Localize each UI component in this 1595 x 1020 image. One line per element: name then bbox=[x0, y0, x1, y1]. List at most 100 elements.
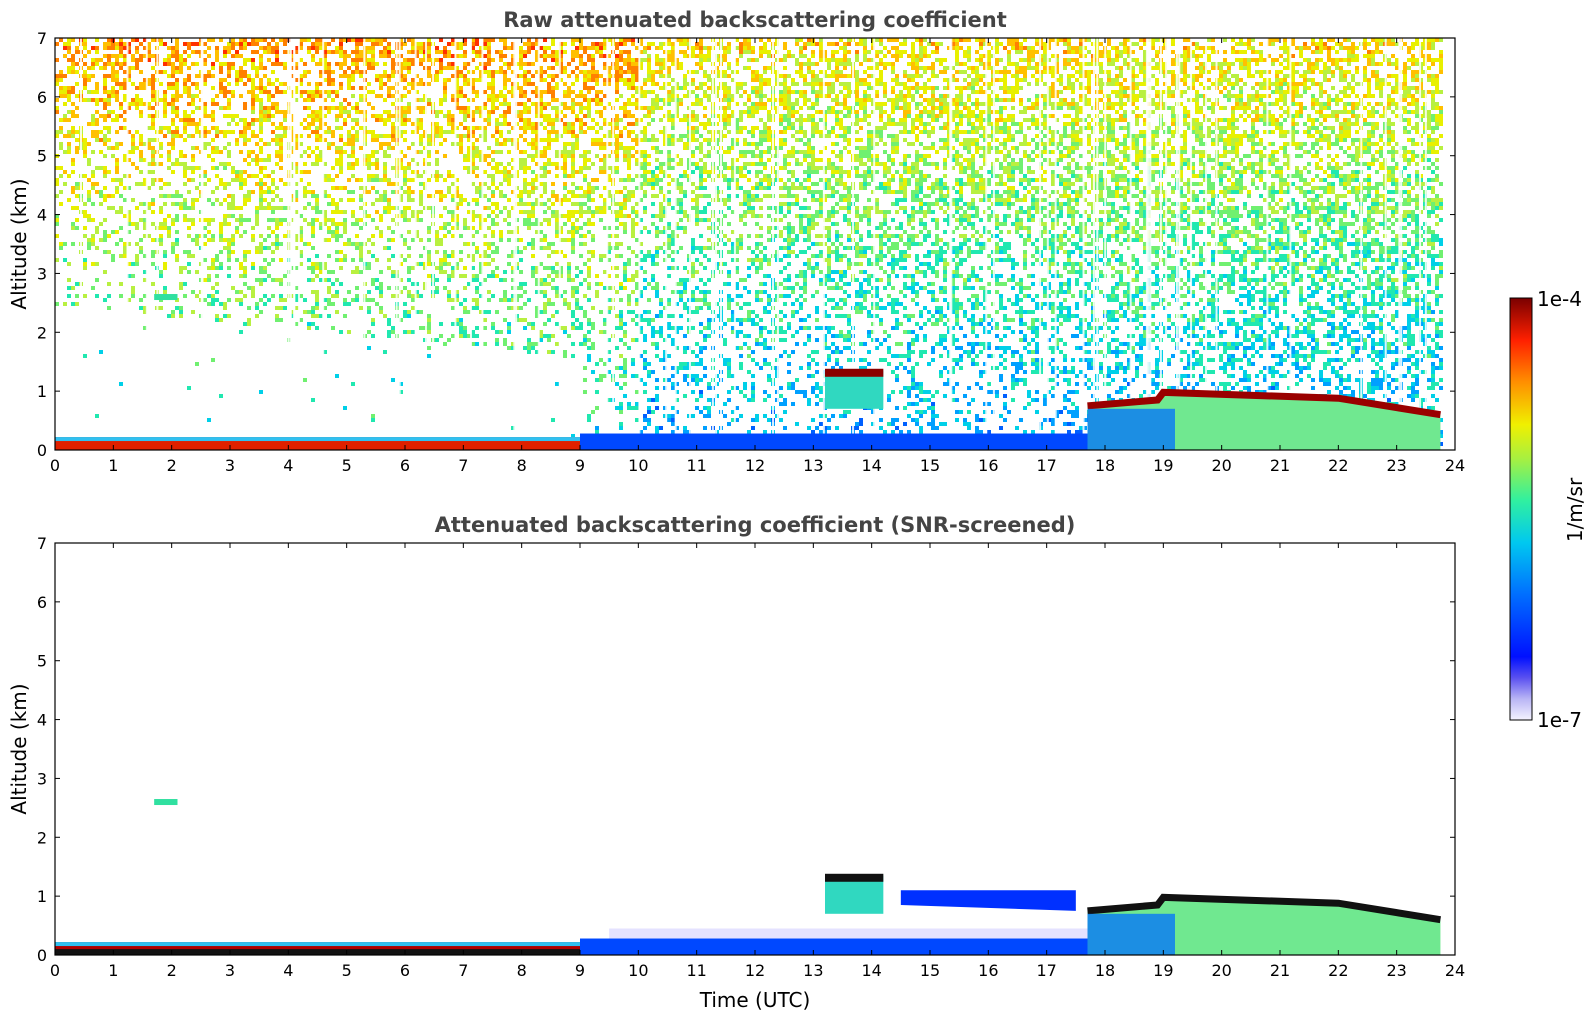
noise-pixel bbox=[367, 290, 371, 294]
noise-pixel bbox=[247, 318, 251, 322]
noise-pixel bbox=[207, 278, 211, 282]
noise-pixel bbox=[335, 210, 339, 214]
noise-pixel bbox=[535, 282, 539, 286]
noise-pixel bbox=[495, 202, 499, 206]
noise-pixel bbox=[383, 142, 387, 146]
noise-pixel bbox=[459, 326, 463, 330]
noise-pixel bbox=[543, 166, 547, 170]
noise-pixel bbox=[535, 142, 539, 146]
noise-pixel bbox=[471, 258, 475, 262]
noise-pixel bbox=[475, 342, 479, 346]
noise-pixel bbox=[59, 190, 63, 194]
noise-pixel bbox=[319, 42, 323, 46]
noise-pixel bbox=[55, 98, 59, 102]
noise-pixel bbox=[143, 178, 147, 182]
noise-pixel bbox=[175, 54, 179, 58]
noise-pixel bbox=[435, 158, 439, 162]
noise-pixel bbox=[691, 390, 695, 394]
noise-pixel bbox=[443, 86, 447, 90]
noise-pixel bbox=[83, 142, 87, 146]
noise-pixel bbox=[699, 46, 703, 50]
noise-pixel bbox=[507, 262, 511, 266]
noise-pixel bbox=[143, 38, 147, 42]
noise-pixel bbox=[543, 294, 547, 298]
noise-pixel bbox=[535, 102, 539, 106]
noise-pixel bbox=[175, 202, 179, 206]
noise-pixel bbox=[75, 146, 79, 150]
noise-pixel bbox=[651, 258, 655, 262]
noise-pixel bbox=[83, 202, 87, 206]
noise-pixel bbox=[659, 86, 663, 90]
noise-pixel bbox=[679, 158, 683, 162]
noise-pixel bbox=[415, 106, 419, 110]
noise-pixel bbox=[595, 46, 599, 50]
noise-pixel bbox=[667, 274, 671, 278]
noise-pixel bbox=[675, 210, 679, 214]
noise-pixel bbox=[191, 118, 195, 122]
noise-pixel bbox=[151, 198, 155, 202]
noise-pixel bbox=[75, 302, 79, 306]
noise-pixel bbox=[607, 338, 611, 342]
noise-pixel bbox=[603, 158, 607, 162]
noise-pixel bbox=[211, 218, 215, 222]
noise-pixel bbox=[323, 50, 327, 54]
noise-pixel bbox=[699, 86, 703, 90]
noise-pixel bbox=[527, 154, 531, 158]
noise-pixel bbox=[355, 42, 359, 46]
noise-pixel bbox=[575, 226, 579, 230]
noise-pixel bbox=[131, 146, 135, 150]
noise-pixel bbox=[623, 342, 627, 346]
noise-pixel bbox=[555, 226, 559, 230]
noise-pixel bbox=[695, 378, 699, 382]
noise-pixel bbox=[435, 170, 439, 174]
noise-pixel bbox=[403, 114, 407, 118]
noise-pixel bbox=[591, 186, 595, 190]
noise-pixel bbox=[455, 106, 459, 110]
noise-pixel bbox=[463, 134, 467, 138]
noise-pixel bbox=[523, 130, 527, 134]
noise-pixel bbox=[259, 242, 263, 246]
noise-pixel bbox=[623, 58, 627, 62]
noise-pixel bbox=[139, 42, 143, 46]
noise-pixel bbox=[507, 162, 511, 166]
noise-pixel bbox=[119, 66, 123, 70]
noise-pixel bbox=[115, 118, 119, 122]
noise-pixel bbox=[643, 190, 647, 194]
noise-pixel bbox=[475, 150, 479, 154]
noise-pixel bbox=[231, 194, 235, 198]
noise-pixel bbox=[463, 154, 467, 158]
noise-pixel bbox=[579, 194, 583, 198]
noise-pixel bbox=[691, 154, 695, 158]
noise-pixel bbox=[623, 102, 627, 106]
noise-pixel bbox=[535, 222, 539, 226]
noise-pixel bbox=[231, 38, 235, 42]
noise-pixel bbox=[659, 162, 663, 166]
noise-pixel bbox=[671, 54, 675, 58]
noise-pixel bbox=[163, 42, 167, 46]
noise-pixel bbox=[579, 342, 583, 346]
noise-pixel bbox=[555, 214, 559, 218]
noise-pixel bbox=[387, 318, 391, 322]
noise-pixel bbox=[371, 414, 375, 418]
noise-pixel bbox=[547, 74, 551, 78]
noise-pixel bbox=[439, 126, 443, 130]
noise-pixel bbox=[671, 166, 675, 170]
noise-pixel bbox=[171, 110, 175, 114]
noise-pixel bbox=[495, 138, 499, 142]
noise-pixel bbox=[563, 106, 567, 110]
noise-pixel bbox=[695, 210, 699, 214]
noise-pixel bbox=[303, 218, 307, 222]
noise-pixel bbox=[623, 362, 627, 366]
noise-pixel bbox=[583, 242, 587, 246]
noise-pixel bbox=[679, 134, 683, 138]
noise-pixel bbox=[535, 218, 539, 222]
noise-pixel bbox=[551, 350, 555, 354]
noise-pixel bbox=[383, 162, 387, 166]
noise-pixel bbox=[383, 38, 387, 42]
noise-pixel bbox=[543, 54, 547, 58]
noise-pixel bbox=[183, 118, 187, 122]
noise-pixel bbox=[375, 78, 379, 82]
noise-pixel bbox=[275, 278, 279, 282]
noise-pixel bbox=[283, 118, 287, 122]
noise-pixel bbox=[371, 254, 375, 258]
